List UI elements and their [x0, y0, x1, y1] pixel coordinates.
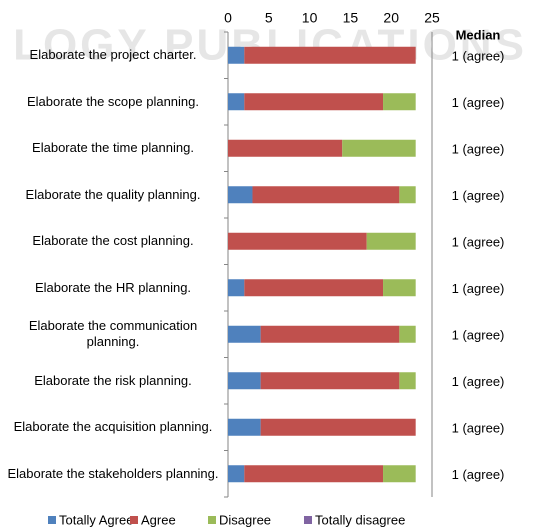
- category-label: Elaborate the risk planning.: [34, 372, 192, 388]
- bar-segment: [228, 418, 261, 436]
- x-tick-label: 5: [265, 10, 273, 26]
- legend-swatch: [208, 516, 216, 524]
- bar-segment: [399, 372, 416, 390]
- category-label: Elaborate the cost planning.: [32, 233, 194, 249]
- bar-segment: [228, 279, 245, 297]
- bar-segment: [366, 232, 416, 250]
- legend-label: Disagree: [219, 512, 271, 527]
- bar-segment: [228, 186, 253, 204]
- bar-segment: [399, 325, 416, 343]
- bar-segment: [228, 46, 245, 64]
- bar-segment: [342, 139, 416, 157]
- x-tick-label: 15: [343, 10, 359, 26]
- bar-segment: [228, 232, 367, 250]
- median-value: 1 (agree): [452, 281, 505, 296]
- median-value: 1 (agree): [452, 467, 505, 482]
- category-label: Elaborate the acquisition planning.: [13, 419, 213, 435]
- bar-segment: [252, 186, 400, 204]
- bar-segment: [228, 139, 343, 157]
- category-label: Elaborate the quality planning.: [25, 186, 201, 202]
- median-value: 1 (agree): [452, 328, 505, 343]
- category-label: Elaborate the project charter.: [29, 47, 197, 63]
- median-value: 1 (agree): [452, 374, 505, 389]
- median-header: Median: [456, 27, 501, 42]
- category-label: Elaborate the time planning.: [32, 140, 194, 156]
- median-value: 1 (agree): [452, 49, 505, 64]
- legend-label: Totally disagree: [315, 512, 405, 527]
- x-tick-label: 0: [224, 10, 232, 26]
- category-label: Elaborate the communication planning.: [28, 318, 198, 350]
- x-tick-label: 25: [424, 10, 440, 26]
- median-value: 1 (agree): [452, 142, 505, 157]
- legend-swatch: [130, 516, 138, 524]
- median-value: 1 (agree): [452, 188, 505, 203]
- bar-segment: [383, 93, 416, 111]
- legend-swatch: [304, 516, 312, 524]
- bar-segment: [383, 465, 416, 483]
- x-tick-label: 20: [383, 10, 399, 26]
- median-value: 1 (agree): [452, 235, 505, 250]
- category-label: Elaborate the stakeholders planning.: [7, 465, 219, 481]
- legend-label: Totally Agree: [59, 512, 133, 527]
- median-value: 1 (agree): [452, 95, 505, 110]
- category-label: Elaborate the scope planning.: [26, 93, 199, 109]
- bar-segment: [399, 186, 416, 204]
- bar-segment: [228, 465, 245, 483]
- bar-segment: [228, 372, 261, 390]
- bar-segment: [383, 279, 416, 297]
- bar-segment: [244, 465, 384, 483]
- bar-segment: [260, 372, 400, 390]
- bar-segment: [260, 325, 400, 343]
- bar-segment: [228, 93, 245, 111]
- category-label: Elaborate the HR planning.: [34, 279, 192, 295]
- legend-label: Agree: [141, 512, 176, 527]
- bar-segment: [244, 93, 384, 111]
- median-value: 1 (agree): [452, 421, 505, 436]
- bar-segment: [260, 418, 416, 436]
- bar-segment: [228, 325, 261, 343]
- bar-segment: [244, 46, 416, 64]
- x-tick-label: 10: [302, 10, 318, 26]
- legend-swatch: [48, 516, 56, 524]
- bar-segment: [244, 279, 384, 297]
